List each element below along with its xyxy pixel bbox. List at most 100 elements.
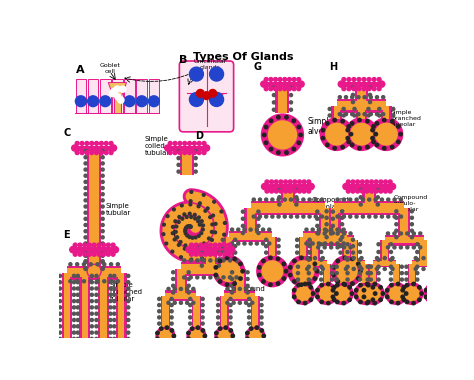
Circle shape xyxy=(84,223,87,226)
Bar xyxy=(339,263,345,283)
Bar xyxy=(87,250,101,273)
Circle shape xyxy=(74,358,77,361)
Bar xyxy=(349,241,358,263)
Circle shape xyxy=(229,340,233,343)
Circle shape xyxy=(76,331,80,334)
Circle shape xyxy=(283,198,286,201)
Circle shape xyxy=(109,274,112,277)
Bar xyxy=(330,208,338,241)
Circle shape xyxy=(91,341,116,366)
Bar xyxy=(341,82,382,87)
Circle shape xyxy=(84,174,87,177)
Circle shape xyxy=(233,282,237,285)
Circle shape xyxy=(214,273,218,277)
Circle shape xyxy=(343,246,346,249)
Circle shape xyxy=(351,282,354,285)
Circle shape xyxy=(170,322,173,325)
Circle shape xyxy=(330,272,334,275)
Circle shape xyxy=(405,265,408,268)
Circle shape xyxy=(230,242,234,245)
Circle shape xyxy=(177,244,180,246)
Circle shape xyxy=(357,112,360,116)
Circle shape xyxy=(287,255,319,287)
Circle shape xyxy=(179,287,182,290)
Circle shape xyxy=(331,224,334,227)
Circle shape xyxy=(101,223,104,226)
Circle shape xyxy=(93,352,97,355)
Circle shape xyxy=(264,238,268,241)
Circle shape xyxy=(201,220,203,223)
Circle shape xyxy=(428,258,431,261)
Circle shape xyxy=(201,264,203,267)
Circle shape xyxy=(288,87,292,91)
Circle shape xyxy=(290,101,292,104)
Circle shape xyxy=(190,190,193,193)
Circle shape xyxy=(305,242,308,245)
Circle shape xyxy=(109,280,113,283)
Bar xyxy=(189,247,232,253)
Circle shape xyxy=(349,246,352,249)
Circle shape xyxy=(341,146,344,149)
Circle shape xyxy=(219,327,222,330)
Circle shape xyxy=(76,337,80,340)
Circle shape xyxy=(186,287,189,290)
Circle shape xyxy=(228,276,232,279)
Circle shape xyxy=(83,243,87,247)
Circle shape xyxy=(329,232,333,235)
Circle shape xyxy=(127,293,130,296)
Circle shape xyxy=(377,265,380,268)
Circle shape xyxy=(158,316,161,319)
Circle shape xyxy=(342,78,346,81)
Circle shape xyxy=(336,259,339,263)
Circle shape xyxy=(127,337,130,340)
Circle shape xyxy=(290,86,292,89)
Circle shape xyxy=(76,280,79,283)
Circle shape xyxy=(383,147,386,150)
Circle shape xyxy=(298,81,304,87)
Circle shape xyxy=(269,147,273,151)
Bar xyxy=(303,260,327,268)
Circle shape xyxy=(189,225,191,228)
Circle shape xyxy=(377,78,381,81)
Circle shape xyxy=(331,217,334,220)
Circle shape xyxy=(76,274,80,277)
Bar xyxy=(409,263,415,283)
Bar xyxy=(100,273,107,342)
Circle shape xyxy=(75,96,86,107)
Circle shape xyxy=(406,246,409,249)
Circle shape xyxy=(171,250,174,253)
Circle shape xyxy=(352,256,356,260)
Circle shape xyxy=(329,246,333,249)
Circle shape xyxy=(379,286,383,289)
Circle shape xyxy=(325,210,328,213)
Circle shape xyxy=(113,306,116,309)
Circle shape xyxy=(351,238,355,241)
Circle shape xyxy=(58,331,62,334)
Circle shape xyxy=(336,246,339,249)
Bar xyxy=(303,233,347,240)
Circle shape xyxy=(223,233,226,236)
Circle shape xyxy=(362,288,365,292)
Circle shape xyxy=(73,352,76,355)
Circle shape xyxy=(96,280,99,283)
Circle shape xyxy=(324,228,327,231)
Circle shape xyxy=(218,329,231,343)
Circle shape xyxy=(297,283,300,287)
Circle shape xyxy=(247,322,251,325)
Bar xyxy=(75,112,160,114)
Circle shape xyxy=(375,122,379,125)
Bar xyxy=(118,273,124,342)
Circle shape xyxy=(342,87,346,91)
Circle shape xyxy=(269,87,273,91)
Circle shape xyxy=(439,265,442,268)
Circle shape xyxy=(390,278,392,281)
Circle shape xyxy=(93,358,97,361)
Circle shape xyxy=(346,243,349,246)
Bar xyxy=(67,268,121,277)
Circle shape xyxy=(296,215,299,218)
Bar xyxy=(148,79,159,113)
Circle shape xyxy=(194,170,197,173)
Circle shape xyxy=(261,113,304,157)
Circle shape xyxy=(325,216,328,219)
Circle shape xyxy=(73,293,75,296)
